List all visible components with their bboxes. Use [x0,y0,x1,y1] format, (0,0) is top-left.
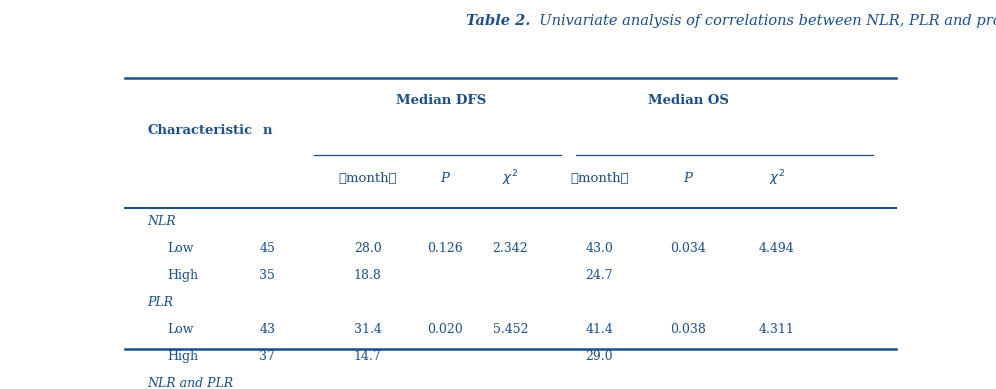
Text: 29.0: 29.0 [586,350,613,363]
Text: 43.0: 43.0 [586,242,614,255]
Text: Median DFS: Median DFS [395,94,486,107]
Text: NLR: NLR [147,216,176,228]
Text: 0.020: 0.020 [427,323,463,336]
Text: $\chi^2$: $\chi^2$ [503,169,518,188]
Text: （month）: （month） [570,172,628,185]
Text: Median OS: Median OS [647,94,728,107]
Text: Univariate analysis of correlations between NLR, PLR and prognosis: Univariate analysis of correlations betw… [530,14,996,28]
Text: 45: 45 [259,242,275,255]
Text: 41.4: 41.4 [586,323,614,336]
Text: 37: 37 [259,350,275,363]
Text: 0.126: 0.126 [427,242,463,255]
Text: 43: 43 [259,323,275,336]
Text: 2.342: 2.342 [493,242,528,255]
Text: 14.7: 14.7 [354,350,381,363]
Text: 31.4: 31.4 [354,323,381,336]
Text: 4.494: 4.494 [759,242,795,255]
Text: 24.7: 24.7 [586,269,613,282]
Text: 0.034: 0.034 [670,242,706,255]
Text: n: n [263,124,272,137]
Text: $\chi^2$: $\chi^2$ [769,169,785,188]
Text: Table 2.: Table 2. [466,14,530,28]
Text: Characteristic: Characteristic [147,124,253,137]
Text: Low: Low [167,242,193,255]
Text: PLR: PLR [147,296,173,309]
Text: High: High [167,269,198,282]
Text: 18.8: 18.8 [354,269,381,282]
Text: P: P [683,172,692,185]
Text: P: P [440,172,449,185]
Text: Low: Low [167,323,193,336]
Text: 5.452: 5.452 [493,323,528,336]
Text: 4.311: 4.311 [759,323,795,336]
Text: 28.0: 28.0 [354,242,381,255]
Text: NLR and PLR: NLR and PLR [147,377,234,389]
Text: 0.038: 0.038 [670,323,706,336]
Text: 35: 35 [259,269,275,282]
Text: High: High [167,350,198,363]
Text: （month）: （month） [339,172,397,185]
